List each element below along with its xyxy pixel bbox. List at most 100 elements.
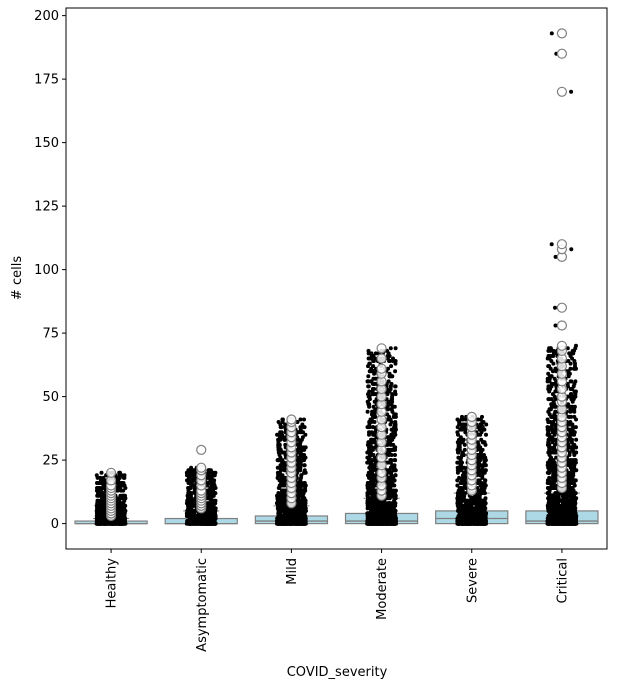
- strip-point: [455, 491, 460, 496]
- strip-point: [366, 392, 371, 397]
- strip-point: [187, 473, 192, 478]
- strip-point: [115, 478, 120, 483]
- strip-point: [366, 384, 371, 389]
- strip-point: [301, 491, 306, 496]
- strip-point: [191, 478, 196, 483]
- strip-point: [366, 374, 371, 379]
- strip-point: [389, 493, 394, 498]
- strip-point: [382, 506, 387, 511]
- strip-point: [303, 432, 308, 437]
- strip-point: [195, 516, 200, 521]
- strip-point: [100, 498, 104, 503]
- strip-point: [386, 475, 391, 480]
- strip-point: [390, 481, 395, 485]
- strip-point: [95, 486, 100, 490]
- strip-point: [393, 519, 398, 524]
- strip-point: [115, 506, 120, 511]
- strip-point: [371, 404, 376, 409]
- strip-point: [100, 493, 105, 498]
- strip-point: [458, 496, 463, 501]
- strip-point: [303, 506, 308, 511]
- strip-point: [121, 501, 126, 506]
- strip-point: [376, 514, 380, 518]
- strip-point: [185, 521, 190, 526]
- strip-point: [289, 521, 294, 526]
- strip-point: [121, 488, 126, 493]
- strip-point: [200, 514, 204, 518]
- strip-point: [276, 501, 281, 506]
- strip-point: [100, 486, 105, 490]
- plot-area: [66, 8, 607, 549]
- strip-point: [368, 511, 373, 516]
- strip-point: [188, 503, 193, 508]
- strip-point: [476, 432, 481, 437]
- strip-point: [205, 475, 210, 480]
- strip-point: [300, 496, 305, 501]
- strip-point: [298, 417, 303, 422]
- strip-point: [101, 516, 106, 521]
- strip-point: [387, 435, 392, 440]
- strip-point: [388, 422, 393, 427]
- strip-point: [392, 498, 397, 503]
- strip-point: [369, 351, 374, 356]
- strip-point: [377, 521, 382, 526]
- strip-point: [484, 432, 488, 437]
- strip-point: [298, 450, 303, 455]
- strip-point: [393, 458, 398, 463]
- strip-point: [119, 481, 124, 485]
- strip-point: [284, 516, 289, 521]
- strip-point: [393, 361, 398, 366]
- strip-point: [460, 414, 464, 419]
- strip-point: [185, 473, 189, 478]
- strip-point: [209, 473, 214, 478]
- strip-point: [117, 486, 122, 490]
- strip-point: [367, 458, 371, 463]
- strip-point: [368, 356, 373, 361]
- strip-point: [99, 470, 104, 475]
- strip-point: [389, 521, 394, 526]
- strip-point: [365, 450, 370, 455]
- strip-point: [192, 521, 197, 526]
- strip-point: [367, 430, 371, 435]
- strip-point: [370, 468, 375, 473]
- strip-point: [187, 491, 192, 496]
- strip-point: [122, 511, 127, 516]
- strip-point: [393, 473, 398, 478]
- strip-point: [296, 437, 301, 442]
- strip-point: [385, 514, 390, 518]
- strip-point: [388, 458, 393, 463]
- strip-point: [184, 501, 189, 506]
- strip-point: [101, 521, 106, 526]
- strip-point: [462, 470, 466, 475]
- strip-point: [369, 473, 374, 478]
- strip-point: [279, 519, 284, 524]
- strip-point: [298, 425, 303, 430]
- strip-point: [294, 521, 299, 526]
- strip-point: [393, 346, 398, 351]
- strip-point: [385, 503, 390, 508]
- strip-point: [296, 430, 301, 435]
- strip-point: [384, 521, 389, 526]
- strip-point: [368, 417, 373, 422]
- strip-point: [185, 514, 190, 518]
- strip-point: [480, 420, 485, 424]
- strip-point: [282, 437, 287, 442]
- strip-point: [369, 445, 374, 450]
- strip-point: [280, 420, 285, 424]
- strip-point: [275, 521, 280, 526]
- strip-point: [213, 486, 218, 490]
- strip-point: [276, 486, 281, 490]
- strip-point: [279, 491, 284, 496]
- strip-point: [189, 521, 194, 526]
- strip-point: [96, 481, 101, 485]
- strip-point: [388, 384, 393, 389]
- strip-point: [366, 364, 370, 369]
- strip-point: [393, 384, 398, 389]
- strip-point: [302, 458, 307, 463]
- strip-point: [393, 488, 398, 493]
- strip-point: [189, 514, 194, 518]
- strip-point: [371, 364, 376, 369]
- strip-point: [477, 468, 482, 473]
- strip-point: [392, 508, 396, 513]
